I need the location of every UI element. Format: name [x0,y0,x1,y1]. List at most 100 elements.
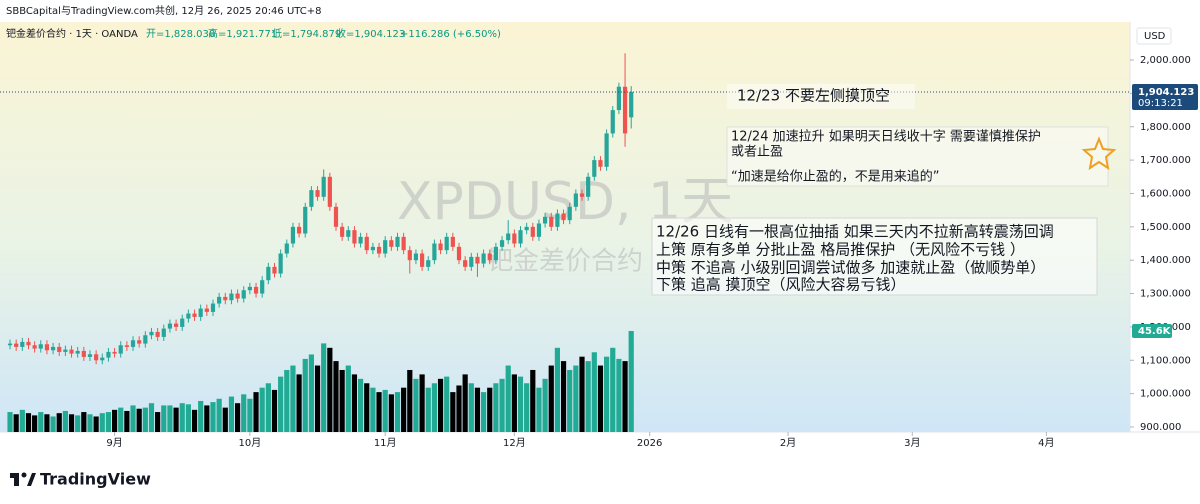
candle-body [167,323,173,329]
candle-body [38,344,43,349]
volume-bar [204,405,210,432]
candle-body [610,110,615,134]
candle-body [321,176,326,197]
x-tick-label: 11月 [374,437,397,449]
star-icon [1081,136,1117,171]
candle-body [26,341,31,346]
candle-body [463,260,468,267]
candle-body [346,230,351,237]
y-tick-label: 1,000.000 [1140,389,1191,400]
volume-bar [93,416,99,432]
volume-bar [536,387,542,432]
candle-body [487,253,492,261]
volume-bar [591,352,597,432]
volume-bar [44,414,50,432]
candle-body [573,193,578,207]
y-tick-label: 1,600.000 [1140,188,1191,199]
volume-bar [610,347,616,432]
candle-body [592,160,597,177]
candle-body [567,206,572,221]
candle-body [469,256,474,267]
last-price-label: 1,904.123 [1138,87,1194,98]
volume-bar [148,403,155,432]
candle-body [253,286,259,294]
volume-bar [364,383,370,432]
volume-bar [554,347,561,432]
candle-body [149,331,154,336]
annotation-text: 或者止盈 [731,145,783,160]
volume-bar [339,369,345,432]
candle-body [364,236,369,251]
candle-body [303,206,308,234]
candle-body [63,349,68,352]
volume-bar [173,407,179,432]
volume-bar [487,387,493,432]
candle-body [235,293,240,299]
candle-body [130,340,136,347]
volume-bar [75,415,81,432]
volume-bar [111,409,118,432]
candle-body [69,349,74,354]
currency-button[interactable] [1136,27,1172,45]
legend-change: +116.286 (+6.50%) [400,29,501,40]
candle-body [137,340,142,344]
candle-body [481,253,486,264]
volume-bar [68,414,75,432]
candle-body [456,246,462,261]
last-volume-label: 45.6K [1138,326,1172,337]
volume-bar [407,369,413,432]
candle-body [124,345,129,347]
candle-body [100,357,105,361]
legend-high: 高=1,921.771 [208,27,277,40]
last-volume-box [1132,323,1172,338]
candle-body [204,308,209,312]
legend-symbol: 钯金差价合约 · 1天 · OANDA [6,27,138,40]
candle-body [50,346,56,351]
volume-bar [493,383,499,432]
volume-bar [50,416,56,432]
x-tick-label: 2026 [637,438,662,449]
y-tick-label: 1,400.000 [1140,255,1191,266]
candle-body [395,236,400,247]
legend-open: 开=1,828.030 [146,29,215,40]
candle-body [555,213,560,227]
volume-bar [222,407,228,432]
volume-bar [302,358,308,432]
volume-bar [351,374,358,432]
volume-bar [530,369,536,432]
y-tick-label: 1,100.000 [1140,355,1191,366]
annotation-text: “加速是给你止盈的，不是用来追的” [731,169,939,185]
currency[interactable]: USD [1144,31,1166,42]
brand-logo: TradingView [10,470,151,489]
legend: 钯金差价合约 · 1天 · OANDA 开=1,828.030 高=1,921.… [6,27,501,40]
annotation-text: 12/23 不要左侧摸顶空 [737,87,890,105]
logo-part [21,472,27,478]
annotation-text: 中策 不追高 小级别回调尝试做多 加速就止盈（做顺势单） [656,259,1045,277]
candle-body [309,190,314,207]
candle-body [358,236,363,244]
candle-body [579,193,585,197]
volume-bar [450,392,456,432]
volume-bar [560,361,567,432]
volume-bar [604,356,610,432]
candle-body [401,236,406,251]
volume-bar [87,414,93,432]
candle-body [94,354,99,361]
candle-body [210,303,216,312]
logo-part [14,473,19,486]
volume-bar [290,365,296,432]
candle-body [586,176,591,197]
candle-body [7,343,13,346]
volume-bar [419,374,425,432]
candle-body [75,350,80,354]
volume-bar [327,347,333,432]
y-tick-label: 2,000.000 [1140,55,1191,66]
volume-bar [142,407,148,432]
volume-bar [179,403,185,432]
candle-body [376,246,382,254]
candle-body [278,253,283,274]
volume-bar [308,354,314,432]
volume-bar [376,392,382,432]
volume-bar [32,415,38,432]
volume-bar [228,396,235,432]
